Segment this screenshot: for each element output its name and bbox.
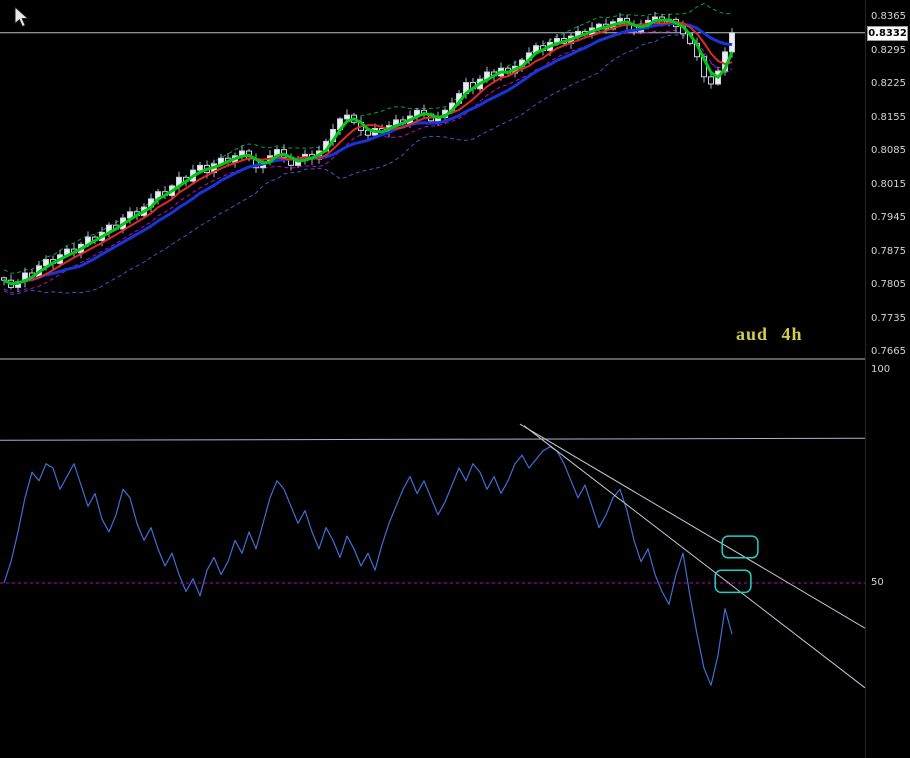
oscillator-canvas (0, 423, 865, 689)
price-scale[interactable]: 0.8365 0.8295 0.8225 0.8155 0.8085 0.8015 0.79… (865, 0, 910, 758)
price-tick-label: 0.8295 (871, 45, 906, 56)
price-tick-label: 0.8365 (871, 11, 906, 22)
oscillator-panel[interactable] (0, 362, 865, 758)
highlight-box-2[interactable] (714, 569, 752, 594)
price-tick-label: 0.8155 (871, 112, 906, 123)
band-lower-line (3, 34, 733, 295)
resistance-level-line[interactable] (0, 437, 865, 441)
price-chart-canvas (0, 2, 865, 295)
ma-mid-line (3, 20, 733, 285)
price-tick-label: 0.7945 (871, 212, 906, 223)
price-tick-label: 0.7805 (871, 279, 906, 290)
trendline-2[interactable] (523, 425, 865, 689)
trendline-1[interactable] (519, 423, 865, 629)
ma-slow-line (3, 21, 733, 286)
price-tick-label: 0.8015 (871, 179, 906, 190)
mouse-cursor (14, 6, 30, 28)
band-mid-line (3, 29, 733, 293)
price-tick-label: 0.7665 (871, 346, 906, 357)
oscillator-tick-label: 50 (871, 577, 884, 588)
price-tick-label: 0.8085 (871, 145, 906, 156)
ma-fast-line (3, 18, 734, 286)
chart-symbol-label: aud 4h (736, 324, 803, 344)
band-upper-line (3, 2, 733, 274)
highlight-box-1[interactable] (721, 535, 759, 559)
price-tick-label: 0.8225 (871, 78, 906, 89)
oscillator-tick-label: 100 (871, 364, 891, 375)
panel-splitter[interactable] (0, 358, 910, 360)
current-price-tag: 0.8332 (867, 26, 908, 41)
price-chart-panel[interactable]: aud 4h (0, 0, 865, 360)
oscillator-line (3, 446, 733, 686)
price-tick-label: 0.7875 (871, 246, 906, 257)
price-tick-label: 0.7735 (871, 313, 906, 324)
